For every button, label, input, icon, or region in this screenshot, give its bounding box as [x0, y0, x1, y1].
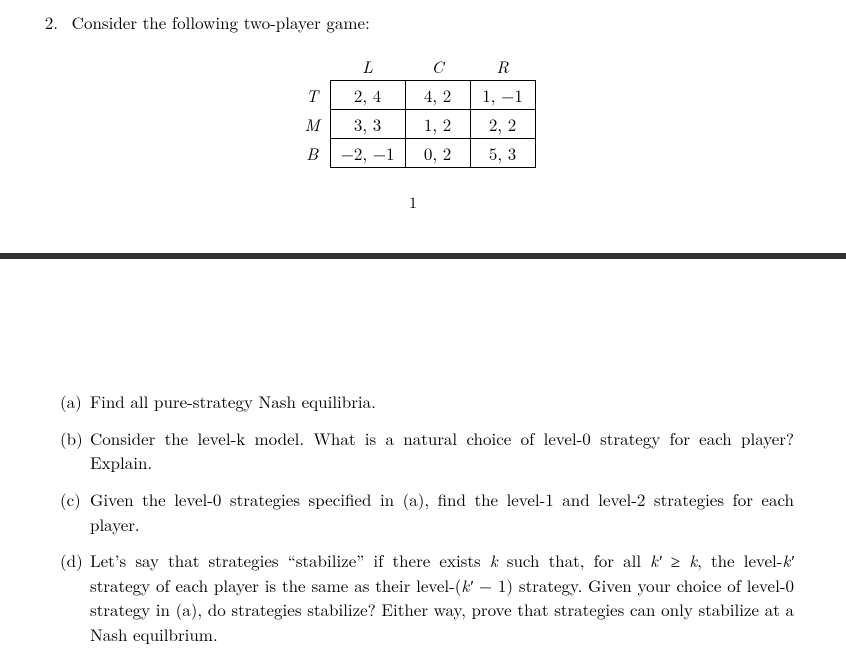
payoff-cell: −2, −1 [330, 139, 405, 168]
payoff-cell: 0, 2 [405, 139, 470, 168]
subpart-label: (c) [60, 487, 90, 536]
math-kprime: k′ [650, 548, 662, 572]
lower-region: (a) Find all pure-strategy Nash equilibr… [0, 259, 846, 647]
payoff-cell: 5, 3 [470, 139, 535, 168]
page: 2. Consider the following two-player gam… [0, 0, 846, 672]
subpart-a: (a) Find all pure-strategy Nash equilibr… [60, 389, 794, 414]
row-header: M [290, 110, 330, 139]
row-header: B [290, 139, 330, 168]
row-header: T [290, 81, 330, 110]
subpart-label: (d) [60, 548, 90, 647]
d-text: such that, for all [498, 548, 651, 572]
subpart-c: (c) Given the level-0 strategies specifi… [60, 487, 794, 536]
col-header: R [470, 52, 535, 81]
math-kprime: k′ [461, 573, 473, 597]
subpart-body: Given the level-0 strategies specified i… [90, 487, 794, 536]
d-text: strategy of each player is the same as t… [90, 573, 461, 597]
payoff-cell: 2, 2 [470, 110, 535, 139]
payoff-cell: 4, 2 [405, 81, 470, 110]
d-geq: ≥ [662, 548, 690, 572]
d-text: Let’s say that strategies “stabilize” if… [90, 548, 490, 572]
payoff-table: L C R T 2, 4 4, 2 1, −1 M 3, 3 1, 2 2, 2 [290, 52, 535, 168]
payoff-cell: 1, 2 [405, 110, 470, 139]
col-header: L [330, 52, 405, 81]
d-text: , the level- [697, 548, 782, 572]
upper-region: 2. Consider the following two-player gam… [0, 0, 846, 213]
payoff-cell: 2, 4 [330, 81, 405, 110]
subpart-body: Find all pure-strategy Nash equilibria. [90, 389, 794, 414]
question-number: 2. [30, 10, 58, 34]
page-number: 1 [30, 190, 796, 213]
question-line: 2. Consider the following two-player gam… [30, 10, 796, 34]
table-row: T 2, 4 4, 2 1, −1 [290, 81, 535, 110]
subpart-b: (b) Consider the level-k model. What is … [60, 426, 794, 475]
table-row: M 3, 3 1, 2 2, 2 [290, 110, 535, 139]
payoff-cell: 1, −1 [470, 81, 535, 110]
table-header-row: L C R [290, 52, 535, 81]
subpart-label: (a) [60, 389, 90, 414]
table-row: B −2, −1 0, 2 5, 3 [290, 139, 535, 168]
math-k: k [689, 548, 697, 572]
question-prompt: Consider the following two-player game: [72, 10, 370, 34]
d-minus: − 1 [473, 573, 506, 597]
math-k: k [490, 548, 498, 572]
col-header: C [405, 52, 470, 81]
subpart-body: Let’s say that strategies “stabilize” if… [90, 548, 794, 647]
subpart-label: (b) [60, 426, 90, 475]
payoff-cell: 3, 3 [330, 110, 405, 139]
math-kprime: k′ [782, 548, 794, 572]
corner-blank [290, 52, 330, 81]
game-table-wrap: L C R T 2, 4 4, 2 1, −1 M 3, 3 1, 2 2, 2 [30, 52, 796, 168]
subpart-d: (d) Let’s say that strategies “stabilize… [60, 548, 794, 647]
subpart-body: Consider the level-k model. What is a na… [90, 426, 794, 475]
